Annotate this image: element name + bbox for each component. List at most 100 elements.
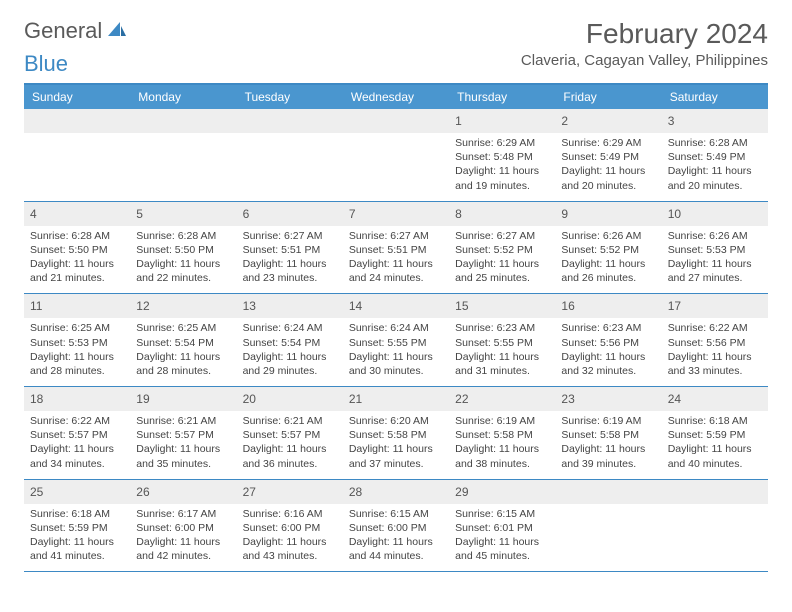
day-cell: 8Sunrise: 6:27 AMSunset: 5:52 PMDaylight… — [449, 202, 555, 294]
day-cell: 21Sunrise: 6:20 AMSunset: 5:58 PMDayligh… — [343, 387, 449, 479]
sunrise-line: Sunrise: 6:29 AM — [455, 136, 549, 150]
sunset-line: Sunset: 6:00 PM — [349, 521, 443, 535]
sunrise-line: Sunrise: 6:26 AM — [561, 229, 655, 243]
weekday-label: Monday — [130, 85, 236, 109]
day-cell: 28Sunrise: 6:15 AMSunset: 6:00 PMDayligh… — [343, 480, 449, 572]
weekday-label: Saturday — [662, 85, 768, 109]
day-cell: 25Sunrise: 6:18 AMSunset: 5:59 PMDayligh… — [24, 480, 130, 572]
sunrise-line: Sunrise: 6:18 AM — [668, 414, 762, 428]
calendar-week-row: 25Sunrise: 6:18 AMSunset: 5:59 PMDayligh… — [24, 480, 768, 573]
day-cell: 20Sunrise: 6:21 AMSunset: 5:57 PMDayligh… — [237, 387, 343, 479]
daylight-line: Daylight: 11 hours and 21 minutes. — [30, 257, 124, 285]
sunset-line: Sunset: 5:57 PM — [30, 428, 124, 442]
day-cell: 5 Sunrise: 6:28 AMSunset: 5:50 PMDaylight… — [130, 202, 236, 294]
day-number: 17 — [668, 299, 681, 313]
sunset-line: Sunset: 5:54 PM — [243, 336, 337, 350]
day-cell: 3Sunrise: 6:28 AMSunset: 5:49 PMDaylight… — [662, 109, 768, 201]
sunset-line: Sunset: 5:50 PM — [136, 243, 230, 257]
logo-text-general: General — [24, 18, 102, 44]
sunrise-line: Sunrise: 6:29 AM — [561, 136, 655, 150]
daylight-line: Daylight: 11 hours and 39 minutes. — [561, 442, 655, 470]
daylight-line: Daylight: 11 hours and 22 minutes. — [136, 257, 230, 285]
day-number: 11 — [30, 299, 42, 313]
weekday-label: Thursday — [449, 85, 555, 109]
sunset-line: Sunset: 5:53 PM — [30, 336, 124, 350]
daylight-line: Daylight: 11 hours and 19 minutes. — [455, 164, 549, 192]
day-number: 5 — [136, 207, 143, 221]
day-cell: 11Sunrise: 6:25 AMSunset: 5:53 PMDayligh… — [24, 294, 130, 386]
sunrise-line: Sunrise: 6:15 AM — [455, 507, 549, 521]
day-number: 13 — [243, 299, 256, 313]
day-number-row: 19 — [130, 387, 236, 411]
logo: General — [24, 18, 130, 44]
day-number: 26 — [136, 485, 149, 499]
day-number-row: 18 — [24, 387, 130, 411]
daylight-line: Daylight: 11 hours and 40 minutes. — [668, 442, 762, 470]
empty-cell — [555, 480, 661, 572]
daylight-line: Daylight: 11 hours and 32 minutes. — [561, 350, 655, 378]
day-number: 18 — [30, 392, 43, 406]
sunrise-line: Sunrise: 6:22 AM — [30, 414, 124, 428]
sunrise-line: Sunrise: 6:23 AM — [455, 321, 549, 335]
daylight-line: Daylight: 11 hours and 28 minutes. — [136, 350, 230, 378]
day-cell: 26Sunrise: 6:17 AMSunset: 6:00 PMDayligh… — [130, 480, 236, 572]
day-number: 27 — [243, 485, 256, 499]
day-number-row: 1 — [449, 109, 555, 133]
day-number: 12 — [136, 299, 149, 313]
day-cell: 23Sunrise: 6:19 AMSunset: 5:58 PMDayligh… — [555, 387, 661, 479]
day-cell: 4Sunrise: 6:28 AMSunset: 5:50 PMDaylight… — [24, 202, 130, 294]
weekday-label: Wednesday — [343, 85, 449, 109]
day-number-row: 4 — [24, 202, 130, 226]
day-number-row — [662, 480, 768, 504]
logo-sail-icon — [106, 18, 128, 44]
day-number: 20 — [243, 392, 256, 406]
weeks-container: 1Sunrise: 6:29 AMSunset: 5:48 PMDaylight… — [24, 109, 768, 572]
sunrise-line: Sunrise: 6:28 AM — [136, 229, 230, 243]
day-cell: 14Sunrise: 6:24 AMSunset: 5:55 PMDayligh… — [343, 294, 449, 386]
weekday-label: Friday — [555, 85, 661, 109]
daylight-line: Daylight: 11 hours and 24 minutes. — [349, 257, 443, 285]
day-number-row: 14 — [343, 294, 449, 318]
daylight-line: Daylight: 11 hours and 33 minutes. — [668, 350, 762, 378]
day-cell: 18Sunrise: 6:22 AMSunset: 5:57 PMDayligh… — [24, 387, 130, 479]
sunrise-line: Sunrise: 6:28 AM — [30, 229, 124, 243]
day-number-row: 7 — [343, 202, 449, 226]
logo-text-blue: Blue — [24, 51, 768, 77]
daylight-line: Daylight: 11 hours and 29 minutes. — [243, 350, 337, 378]
month-title: February 2024 — [521, 18, 768, 50]
calendar-week-row: 4Sunrise: 6:28 AMSunset: 5:50 PMDaylight… — [24, 202, 768, 295]
sunrise-line: Sunrise: 6:26 AM — [668, 229, 762, 243]
day-cell: 1Sunrise: 6:29 AMSunset: 5:48 PMDaylight… — [449, 109, 555, 201]
day-number-row: 25 — [24, 480, 130, 504]
day-number-row: 10 — [662, 202, 768, 226]
day-cell: 16Sunrise: 6:23 AMSunset: 5:56 PMDayligh… — [555, 294, 661, 386]
sunset-line: Sunset: 5:57 PM — [243, 428, 337, 442]
day-number-row: 20 — [237, 387, 343, 411]
sunset-line: Sunset: 5:49 PM — [668, 150, 762, 164]
daylight-line: Daylight: 11 hours and 31 minutes. — [455, 350, 549, 378]
daylight-line: Daylight: 11 hours and 27 minutes. — [668, 257, 762, 285]
sunrise-line: Sunrise: 6:28 AM — [668, 136, 762, 150]
day-number: 24 — [668, 392, 681, 406]
sunset-line: Sunset: 5:51 PM — [349, 243, 443, 257]
daylight-line: Daylight: 11 hours and 37 minutes. — [349, 442, 443, 470]
sunset-line: Sunset: 5:51 PM — [243, 243, 337, 257]
sunrise-line: Sunrise: 6:22 AM — [668, 321, 762, 335]
sunrise-line: Sunrise: 6:16 AM — [243, 507, 337, 521]
day-number-row: 23 — [555, 387, 661, 411]
sunset-line: Sunset: 5:56 PM — [561, 336, 655, 350]
sunset-line: Sunset: 5:49 PM — [561, 150, 655, 164]
day-cell: 17Sunrise: 6:22 AMSunset: 5:56 PMDayligh… — [662, 294, 768, 386]
day-number: 2 — [561, 114, 568, 128]
sunset-line: Sunset: 6:00 PM — [136, 521, 230, 535]
empty-cell — [662, 480, 768, 572]
calendar-week-row: 18Sunrise: 6:22 AMSunset: 5:57 PMDayligh… — [24, 387, 768, 480]
day-number-row: 17 — [662, 294, 768, 318]
day-cell: 27Sunrise: 6:16 AMSunset: 6:00 PMDayligh… — [237, 480, 343, 572]
sunrise-line: Sunrise: 6:19 AM — [455, 414, 549, 428]
sunrise-line: Sunrise: 6:25 AM — [30, 321, 124, 335]
day-number: 21 — [349, 392, 362, 406]
sunset-line: Sunset: 5:53 PM — [668, 243, 762, 257]
day-number: 22 — [455, 392, 468, 406]
day-number-row: 24 — [662, 387, 768, 411]
